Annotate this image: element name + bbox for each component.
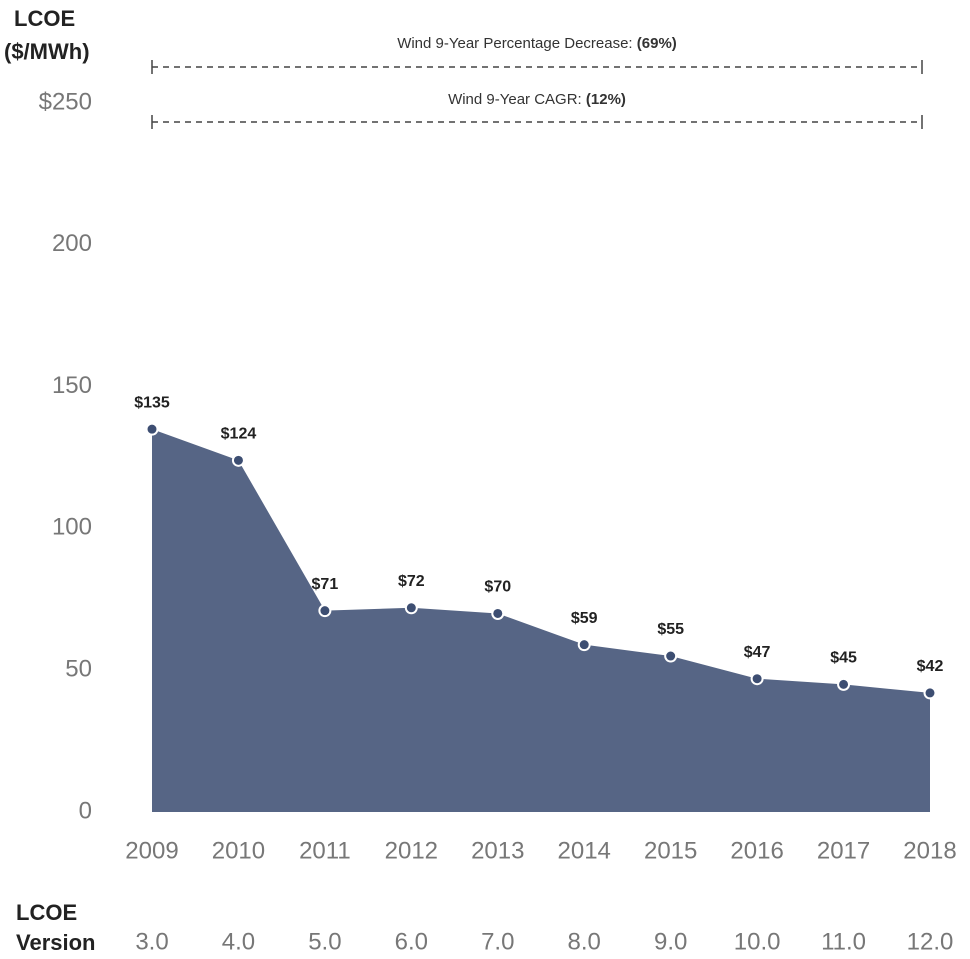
y-tick-label: 100: [52, 514, 92, 541]
annotation-value: (12%): [586, 91, 626, 108]
x-tick-label: 2014: [558, 837, 611, 864]
data-label: $135: [134, 394, 170, 411]
x-tick-label: 2018: [903, 837, 956, 864]
x-tick-label: 2017: [817, 837, 870, 864]
x-tick-label: 2010: [212, 837, 265, 864]
data-point: [664, 649, 678, 663]
annotation: Wind 9-Year Percentage Decrease: (69%): [397, 35, 677, 52]
data-label: $70: [484, 579, 511, 596]
data-label: $42: [917, 658, 944, 675]
version-label: 7.0: [481, 928, 514, 955]
data-point: [491, 606, 505, 620]
version-label: 11.0: [821, 928, 866, 955]
x-tick-label: 2013: [471, 837, 524, 864]
row-label: LCOE: [16, 900, 77, 925]
data-label: $47: [744, 644, 771, 661]
x-tick-label: 2015: [644, 837, 697, 864]
y-tick-label: 50: [65, 656, 92, 683]
data-point: [404, 601, 418, 615]
data-label: $59: [571, 610, 598, 627]
version-label: 4.0: [222, 928, 255, 955]
data-point: [837, 677, 851, 691]
x-tick-label: 2009: [125, 837, 178, 864]
x-tick-label: 2016: [730, 837, 783, 864]
y-tick-label: 200: [52, 230, 92, 257]
data-point: [923, 686, 937, 700]
data-point: [750, 672, 764, 686]
version-label: 9.0: [654, 928, 687, 955]
y-axis-label: ($/MWh): [4, 39, 90, 64]
version-label: 3.0: [135, 928, 168, 955]
row-label: Version: [16, 930, 95, 955]
version-label: 8.0: [568, 928, 601, 955]
version-label: 6.0: [395, 928, 428, 955]
data-point: [145, 422, 159, 436]
data-point: [318, 604, 332, 618]
annotation-text: Wind 9-Year Percentage Decrease:: [397, 35, 632, 52]
x-tick-label: 2012: [385, 837, 438, 864]
y-tick-label: 150: [52, 372, 92, 399]
data-label: $72: [398, 573, 425, 590]
version-label: 12.0: [907, 928, 954, 955]
data-label: $124: [221, 426, 257, 443]
y-axis-label: LCOE: [14, 6, 75, 31]
data-point: [577, 638, 591, 652]
annotation: Wind 9-Year CAGR: (12%): [448, 91, 626, 108]
version-label: 10.0: [734, 928, 781, 955]
x-tick-label: 2011: [299, 837, 351, 864]
y-tick-label: $250: [39, 88, 92, 115]
data-point: [231, 453, 245, 467]
y-tick-label: 0: [79, 797, 92, 824]
area: [152, 429, 930, 812]
data-label: $55: [657, 621, 684, 638]
data-label: $45: [830, 650, 857, 667]
annotation-text: Wind 9-Year CAGR:: [448, 91, 582, 108]
version-label: 5.0: [308, 928, 341, 955]
annotation-value: (69%): [637, 35, 677, 52]
data-label: $71: [312, 576, 339, 593]
